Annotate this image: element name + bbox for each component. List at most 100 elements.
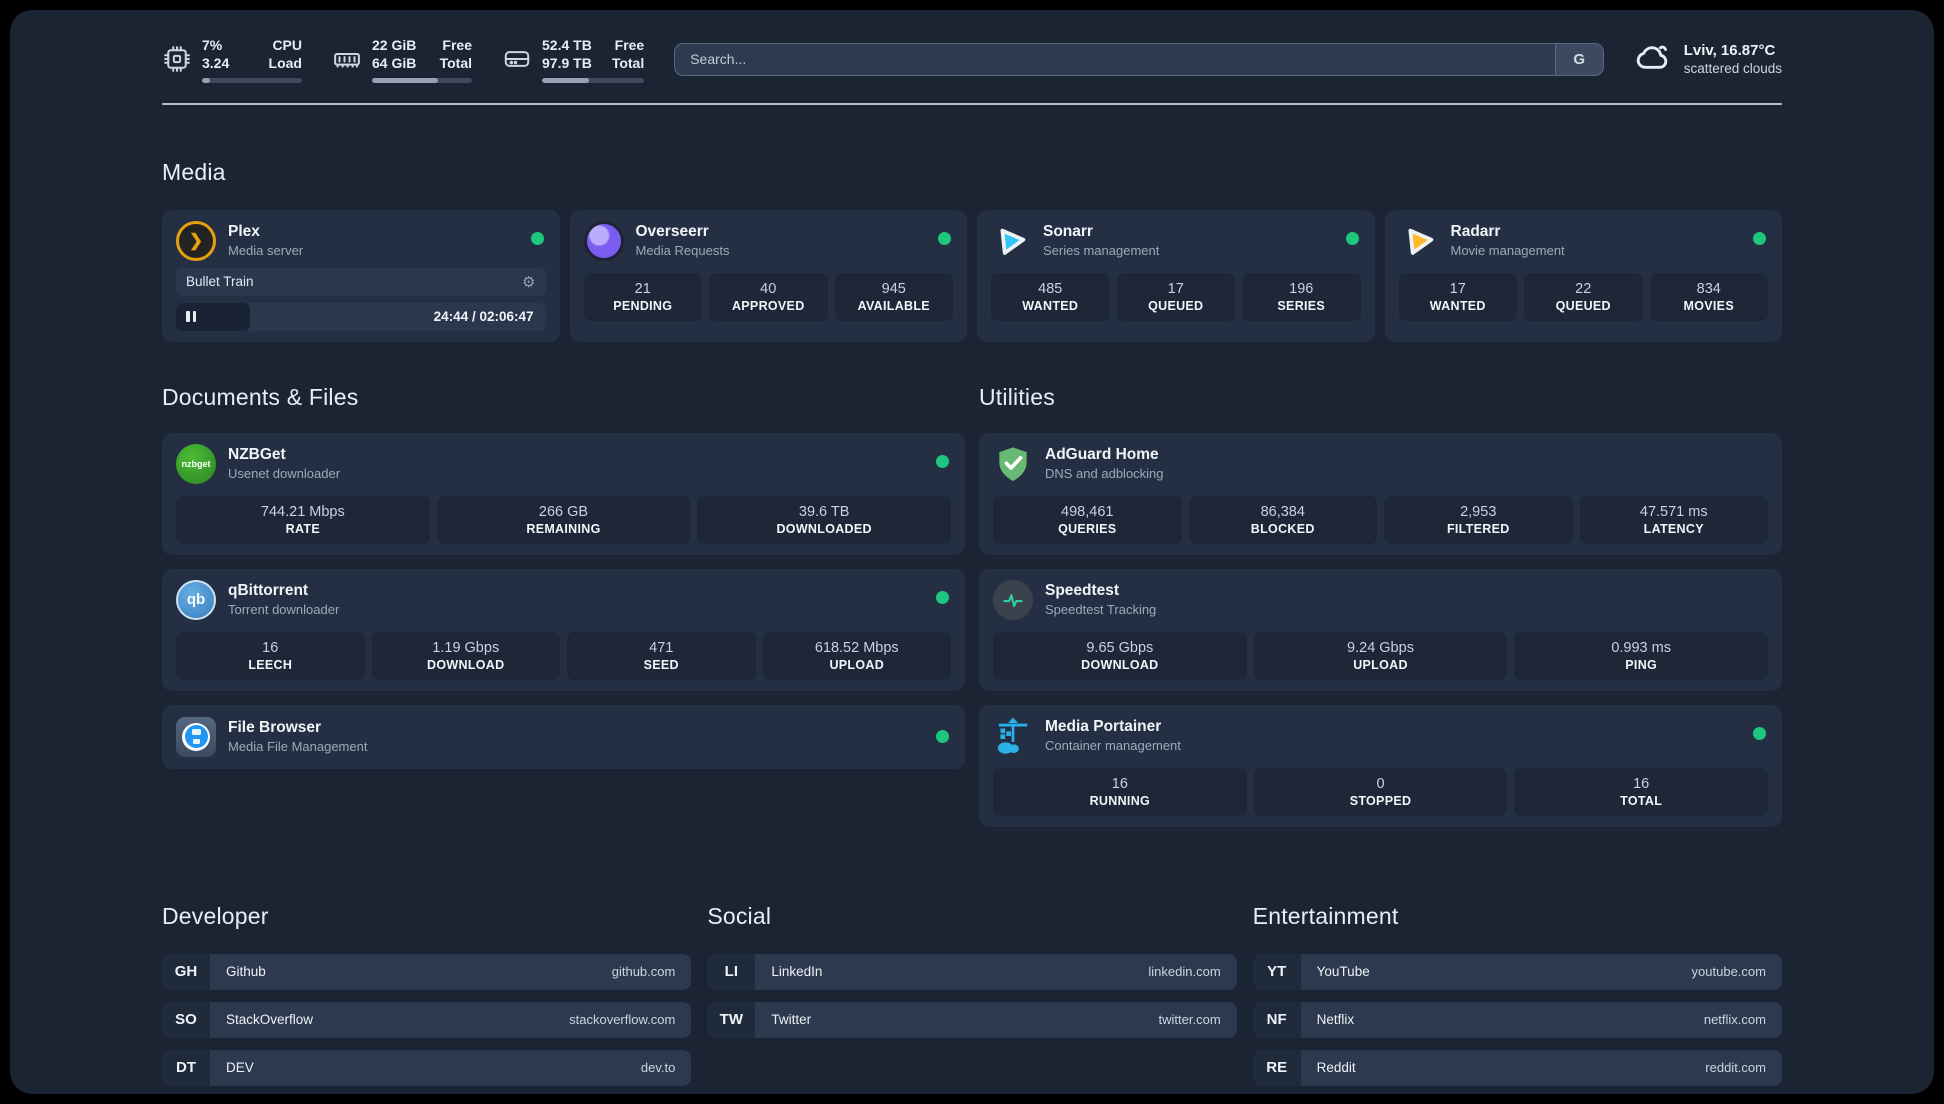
- stat-value: 1.19 Gbps: [432, 639, 500, 656]
- gear-icon[interactable]: ⚙: [522, 273, 536, 291]
- cpu-stat: 7% CPU 3.24 Load: [162, 36, 302, 83]
- stat-tile: 471 SEED: [567, 631, 756, 680]
- stat-label: REMAINING: [526, 521, 601, 536]
- bookmark-url: youtube.com: [1691, 964, 1766, 980]
- pause-button[interactable]: [176, 302, 250, 331]
- stat-tile: 1.19 Gbps DOWNLOAD: [371, 631, 560, 680]
- bookmark-abbr: TW: [707, 1001, 756, 1038]
- stat-value: 39.6 TB: [798, 503, 850, 520]
- stat-value: 744.21 Mbps: [260, 503, 345, 520]
- search-bar[interactable]: G: [674, 42, 1604, 76]
- portainer-name: Media Portainer: [1045, 718, 1162, 736]
- plex-card[interactable]: ❯ Plex Media server Bullet Train ⚙ 24:44…: [162, 209, 560, 342]
- documents-section: Documents & Files nzbget NZBGet Usenet d…: [162, 384, 965, 841]
- weather-location: Lviv, 16.87°C: [1683, 42, 1776, 60]
- bookmark-name: Github: [226, 964, 266, 980]
- stat-value: 16: [1111, 775, 1128, 792]
- stat-value: 945: [881, 280, 906, 297]
- playback-progress[interactable]: 24:44 / 02:06:47: [176, 302, 546, 331]
- cpu-usage: 7%: [202, 37, 223, 53]
- bookmark-github[interactable]: GH Github github.com: [162, 953, 692, 990]
- stat-label: BLOCKED: [1250, 521, 1315, 536]
- radarr-card[interactable]: Radarr Movie management 17 WANTED 22 QUEUE…: [1384, 209, 1782, 342]
- stat-label: SEED: [643, 657, 679, 672]
- radarr-desc: Movie management: [1450, 243, 1565, 259]
- adguard-name: AdGuard Home: [1045, 446, 1159, 464]
- stat-tile: 16 LEECH: [176, 631, 365, 680]
- adguard-card[interactable]: AdGuard Home DNS and adblocking 498,461 Q…: [979, 432, 1782, 555]
- stat-value: 834: [1696, 280, 1721, 297]
- stat-value: 9.65 Gbps: [1086, 639, 1154, 656]
- bookmark-abbr: NF: [1252, 1001, 1301, 1038]
- portainer-icon: [993, 716, 1033, 756]
- documents-section-title: Documents & Files: [162, 383, 359, 410]
- stat-label: APPROVED: [731, 298, 805, 313]
- bookmark-stackoverflow[interactable]: SO StackOverflow stackoverflow.com: [162, 1001, 692, 1038]
- bookmark-name: Twitter: [771, 1012, 812, 1028]
- stat-value: 618.52 Mbps: [814, 639, 899, 656]
- bookmark-url: github.com: [611, 964, 676, 980]
- stat-tile: 17 QUEUED: [1116, 272, 1235, 321]
- sonarr-card[interactable]: Sonarr Series management 485 WANTED 17 QUE…: [977, 209, 1375, 342]
- stat-value: 86,384: [1260, 503, 1305, 520]
- stat-tile: 47.571 ms LATENCY: [1579, 495, 1768, 544]
- overseerr-status-dot: [938, 231, 951, 245]
- disk-free: 52.4 TB: [542, 37, 592, 53]
- weather-widget: Lviv, 16.87°C scattered clouds: [1634, 38, 1782, 81]
- adguard-shield-icon: [993, 444, 1033, 484]
- bookmark-abbr: LI: [707, 953, 756, 990]
- stat-value: 16: [1633, 775, 1650, 792]
- weather-condition: scattered clouds: [1683, 61, 1782, 77]
- overseerr-name: Overseerr: [635, 223, 709, 241]
- stat-label: DOWNLOAD: [1081, 657, 1159, 672]
- overseerr-desc: Media Requests: [635, 243, 730, 259]
- portainer-card[interactable]: Media Portainer Container management 16 R…: [979, 704, 1782, 827]
- bookmark-youtube[interactable]: YT YouTube youtube.com: [1252, 953, 1782, 990]
- bookmark-url: dev.to: [640, 1060, 676, 1076]
- bookmark-linkedin[interactable]: LI LinkedIn linkedin.com: [707, 953, 1237, 990]
- ram-progress-track: [372, 78, 472, 83]
- nzbget-card[interactable]: nzbget NZBGet Usenet downloader 744.21 M…: [162, 432, 965, 555]
- stat-value: 21: [634, 280, 651, 297]
- overseerr-icon: [583, 220, 624, 261]
- search-input[interactable]: [675, 43, 1555, 75]
- bookmark-reddit[interactable]: RE Reddit reddit.com: [1252, 1049, 1782, 1086]
- bookmark-abbr: DT: [162, 1049, 210, 1086]
- social-section: Social LI LinkedIn linkedin.com TW Twitte…: [707, 903, 1237, 1094]
- bookmark-url: netflix.com: [1703, 1012, 1766, 1028]
- stat-tile: 945 AVAILABLE: [834, 272, 953, 321]
- stat-value: 498,461: [1061, 503, 1114, 520]
- qbittorrent-card[interactable]: qb qBittorrent Torrent downloader 16 LEEC…: [162, 568, 965, 691]
- disk-progress-fill: [542, 78, 590, 83]
- storage-stat: 52.4 TB Free 97.9 TB Total: [502, 36, 645, 83]
- stat-tile: 2,953 FILTERED: [1384, 495, 1573, 544]
- developer-section: Developer GH Github github.com SO StackOv…: [162, 903, 692, 1094]
- stat-tile: 16 TOTAL: [1514, 767, 1768, 816]
- bookmark-dev[interactable]: DT DEV dev.to: [162, 1049, 692, 1086]
- cpu-label-top: CPU: [272, 37, 302, 53]
- stat-label: UPLOAD: [829, 657, 885, 672]
- speedtest-card[interactable]: Speedtest Speedtest Tracking 9.65 Gbps DO…: [979, 568, 1782, 691]
- system-stats: 7% CPU 3.24 Load 22 GiB Free 64 G: [162, 36, 645, 83]
- adguard-desc: DNS and adblocking: [1045, 466, 1164, 482]
- bookmark-name: LinkedIn: [771, 964, 823, 980]
- speedtest-icon: [993, 579, 1033, 620]
- stat-tile: 0 STOPPED: [1253, 767, 1508, 816]
- overseerr-card[interactable]: Overseerr Media Requests 21 PENDING 40 APP…: [569, 209, 967, 342]
- stat-label: STOPPED: [1349, 793, 1412, 808]
- stat-label: PING: [1625, 657, 1658, 672]
- sonarr-icon: [991, 221, 1031, 261]
- stat-label: RATE: [285, 521, 320, 536]
- ram-label-top: Free: [442, 37, 472, 53]
- media-section-title: Media: [162, 158, 226, 185]
- search-engine-button[interactable]: G: [1554, 43, 1603, 75]
- bookmark-twitter[interactable]: TW Twitter twitter.com: [707, 1001, 1237, 1038]
- bookmark-abbr: SO: [162, 1001, 210, 1038]
- filebrowser-card[interactable]: File Browser Media File Management: [162, 704, 965, 769]
- radarr-icon: [1399, 221, 1439, 261]
- stat-tile: 266 GB REMAINING: [436, 495, 691, 544]
- header: 7% CPU 3.24 Load 22 GiB Free 64 G: [162, 36, 1782, 83]
- bookmark-netflix[interactable]: NF Netflix netflix.com: [1252, 1001, 1782, 1038]
- entertainment-section-title: Entertainment: [1252, 902, 1399, 929]
- stat-tile: 498,461 QUERIES: [993, 495, 1182, 544]
